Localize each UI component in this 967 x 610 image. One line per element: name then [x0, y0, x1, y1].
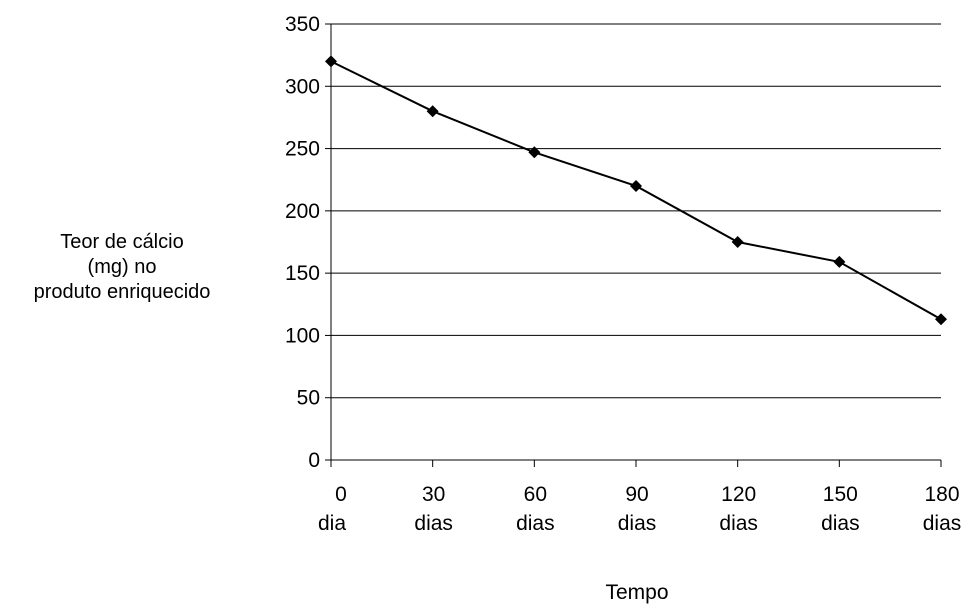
x-tick-label-line: dia — [318, 512, 346, 535]
y-axis-label-line: produto enriquecido — [34, 281, 211, 303]
y-tick-label: 250 — [285, 138, 320, 161]
x-axis-ticks: 0 dia 30 dias 60 dias 90 dias 120 dias 150 dias 180 d… — [318, 460, 961, 535]
y-axis-label-line: (mg) no — [88, 256, 157, 278]
data-point — [528, 146, 541, 159]
y-tick-label: 100 — [285, 324, 320, 347]
x-tick-label: 60 dias — [516, 483, 555, 535]
y-tick-label: 350 — [285, 13, 320, 36]
series-group — [325, 55, 947, 326]
x-tick-label-line: 30 — [422, 483, 445, 506]
x-tick-label: 90 dias — [618, 483, 657, 535]
x-tick-label-line: 120 — [721, 483, 756, 506]
y-axis-label-line: Teor de cálcio — [60, 231, 183, 253]
data-point — [630, 179, 642, 192]
data-point — [426, 105, 439, 118]
y-tick-label: 50 — [297, 387, 320, 410]
x-tick-label-line: dias — [923, 512, 962, 535]
y-tick-label: 150 — [285, 262, 320, 285]
data-point — [935, 313, 947, 326]
x-tick-label-line: 90 — [625, 483, 648, 506]
x-tick-label-line: dias — [719, 512, 758, 535]
x-tick-label: 120 dias — [719, 483, 758, 535]
y-axis-ticks: 0 50 100 150 200 250 300 350 — [285, 13, 331, 472]
x-tick-label: 0 dia — [318, 483, 347, 535]
x-tick-label-line: dias — [414, 512, 453, 535]
x-tick-label: 150 dias — [821, 483, 860, 535]
x-tick-label-line: dias — [821, 512, 860, 535]
data-point — [833, 255, 846, 268]
x-tick-label-line: dias — [516, 512, 555, 535]
x-tick-label-line: 180 — [924, 483, 959, 506]
axes — [330, 24, 941, 461]
y-tick-label: 0 — [308, 449, 320, 472]
x-axis-label: Tempo — [605, 581, 668, 604]
x-tick-label-line: 0 — [335, 483, 347, 506]
data-point — [325, 55, 337, 68]
x-tick-label-line: 150 — [823, 483, 858, 506]
data-point — [731, 236, 744, 248]
x-tick-label: 180 dias — [923, 483, 962, 535]
y-tick-label: 200 — [285, 200, 320, 223]
gridlines — [331, 23, 941, 399]
x-tick-label: 30 dias — [414, 483, 453, 535]
x-tick-label-line: dias — [618, 512, 657, 535]
y-axis-label: Teor de cálcio (mg) no produto enriquecido — [34, 231, 211, 303]
x-tick-label-line: 60 — [524, 483, 547, 506]
y-tick-label: 300 — [285, 75, 320, 98]
